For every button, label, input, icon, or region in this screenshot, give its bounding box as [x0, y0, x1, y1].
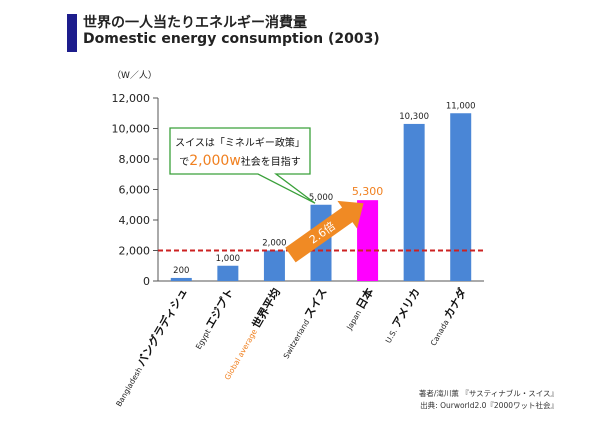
data-label: 1,000 — [216, 254, 240, 264]
y-tick-label: 12,000 — [112, 92, 151, 105]
x-tick-label: Switzerland スイス — [279, 286, 330, 361]
data-label: 5,000 — [309, 193, 333, 203]
chart-title-english: Domestic energy consumption (2003) — [83, 31, 380, 47]
title-accent-bar — [67, 14, 77, 52]
bar-egypt — [217, 265, 239, 281]
x-tick-label: Egypt エジプト — [190, 286, 236, 352]
data-label: 2,000 — [262, 239, 286, 249]
x-tick-label: Bangladesh バングラディシュ — [111, 286, 190, 409]
callout-line-2: で2,000w社会を目指す — [179, 153, 301, 169]
x-tick-label: Canada カナダ — [425, 286, 469, 348]
bar-japan — [357, 200, 379, 281]
callout-line-1: スイスは「ミネルギー政策」 — [175, 136, 305, 149]
source-credit: 出典: Ourworld2.0『2000ワット社会』 — [420, 401, 558, 410]
callout-box — [169, 127, 316, 204]
x-category-label: Switzerland スイス — [279, 286, 330, 361]
author-credit: 著者/滝川薫 『サスティナブル・スイス』 — [418, 389, 558, 398]
y-tick-label: 4,000 — [119, 214, 151, 227]
x-tick-label: Japan 日本 — [341, 286, 376, 333]
growth-arrow-shape — [285, 200, 364, 263]
x-category-label: Egypt エジプト — [190, 286, 237, 352]
bar-global-average — [263, 250, 285, 281]
x-category-label: Canada カナダ — [425, 286, 470, 348]
x-category-label: Bangladesh バングラディシュ — [111, 286, 190, 409]
x-category-label: Japan 日本 — [341, 286, 376, 333]
y-tick-label: 2,000 — [119, 245, 151, 258]
bar-u-s- — [403, 123, 425, 281]
chart-title-japanese: 世界の一人当たりエネルギー消費量 — [83, 15, 307, 31]
y-tick-label: 6,000 — [119, 184, 151, 197]
x-category-label: U.S. アメリカ — [381, 286, 423, 345]
data-label: 5,300 — [352, 185, 384, 198]
data-label: 10,300 — [399, 112, 429, 122]
x-tick-label: U.S. アメリカ — [381, 286, 423, 345]
data-label: 11,000 — [446, 101, 476, 111]
y-tick-label: 0 — [143, 275, 150, 288]
y-tick-label: 8,000 — [119, 153, 151, 166]
bar-canada — [450, 113, 472, 281]
bar-bangladesh — [170, 277, 192, 281]
data-label: 200 — [173, 266, 189, 276]
y-axis-unit-label: （W／人） — [112, 70, 157, 81]
y-tick-label: 10,000 — [112, 123, 151, 136]
